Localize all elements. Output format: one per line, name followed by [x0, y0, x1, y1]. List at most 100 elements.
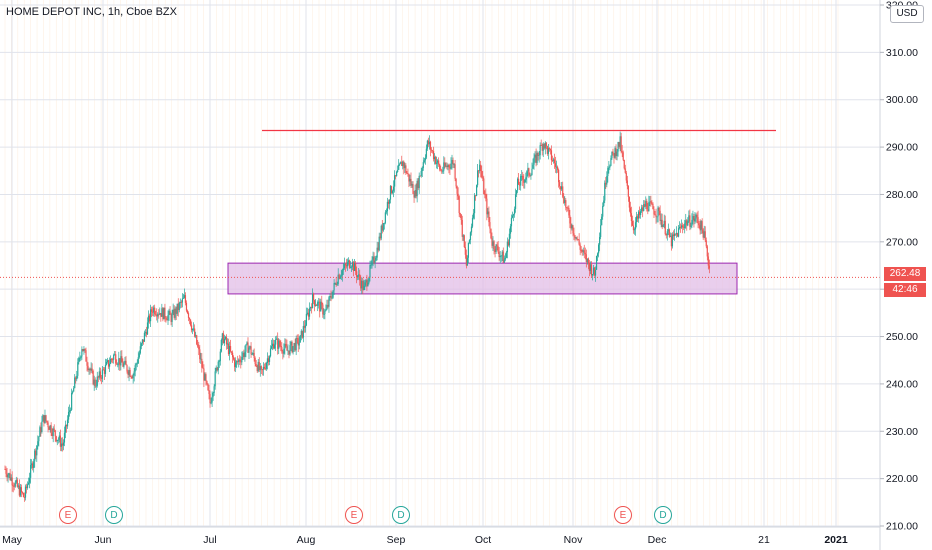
- candle-body: [315, 305, 317, 307]
- candle-body: [324, 310, 326, 315]
- candle-body: [332, 290, 334, 298]
- candle-body: [317, 302, 319, 306]
- candle-body: [497, 246, 499, 253]
- candle-body: [278, 340, 280, 349]
- candle-body: [37, 441, 39, 446]
- earnings-badge[interactable]: E: [614, 506, 632, 524]
- y-tick-label: 270.00: [886, 236, 918, 248]
- candle-body: [40, 427, 42, 433]
- candle-body: [371, 259, 373, 265]
- candle-body: [88, 369, 90, 371]
- candle-body: [54, 430, 56, 437]
- candle-body: [189, 319, 192, 326]
- candle-body: [370, 264, 372, 266]
- candle-body: [141, 339, 143, 344]
- candle-body: [474, 195, 477, 197]
- candle-body: [457, 193, 459, 197]
- candle-body: [424, 157, 426, 161]
- candle-body: [447, 165, 449, 167]
- dividend-badge[interactable]: D: [654, 506, 672, 524]
- candle-body: [14, 482, 16, 487]
- candle-body: [123, 363, 125, 367]
- candle-body: [336, 283, 338, 285]
- candle-body: [343, 264, 345, 269]
- candle-body: [634, 222, 637, 230]
- candle-body: [420, 170, 422, 176]
- candle-body: [348, 260, 351, 268]
- candle-body: [617, 142, 619, 152]
- candle-body: [529, 175, 531, 177]
- candle-body: [13, 485, 15, 487]
- candle-body: [116, 363, 118, 365]
- candle-body: [692, 216, 694, 220]
- candle-body: [39, 427, 41, 437]
- currency-button[interactable]: USD: [890, 5, 924, 23]
- candle-body: [180, 302, 182, 304]
- candle-body: [11, 477, 13, 486]
- earnings-badge[interactable]: E: [59, 506, 77, 524]
- candle-layer: [4, 131, 710, 502]
- candle-body: [330, 295, 332, 298]
- dividend-badge[interactable]: D: [105, 506, 123, 524]
- candle-body: [323, 314, 325, 315]
- y-tick-label: 230.00: [886, 426, 918, 438]
- candle-body: [146, 322, 149, 335]
- candle-body: [410, 178, 412, 186]
- candle-body: [24, 486, 27, 498]
- candle-body: [642, 207, 644, 211]
- candle-body: [352, 262, 355, 271]
- candle-body: [44, 415, 46, 423]
- candle-body: [372, 256, 374, 260]
- candle-body: [470, 226, 473, 233]
- candle-body: [618, 142, 620, 147]
- candle-body: [292, 346, 294, 353]
- candle-body: [374, 260, 376, 263]
- candle-body: [155, 314, 157, 316]
- candle-body: [99, 371, 101, 378]
- candle-body: [104, 364, 107, 374]
- candle-body: [307, 312, 310, 317]
- earnings-badge[interactable]: E: [345, 506, 363, 524]
- candle-body: [664, 220, 666, 235]
- candle-body: [689, 215, 691, 227]
- candle-body: [342, 268, 344, 271]
- candle-body: [279, 340, 281, 346]
- candle-body: [403, 161, 405, 169]
- candle-body: [190, 325, 193, 331]
- candle-body: [667, 229, 669, 232]
- dividend-badge[interactable]: D: [392, 506, 410, 524]
- candle-body: [502, 251, 504, 263]
- candle-body: [560, 186, 562, 190]
- last-price-tag: 262.48: [884, 267, 926, 281]
- candle-body: [379, 236, 381, 239]
- candle-body: [570, 223, 572, 229]
- candle-body: [187, 313, 190, 318]
- candle-body: [587, 258, 589, 264]
- candle-body: [456, 186, 458, 194]
- candle-body: [349, 266, 352, 268]
- candle-body: [85, 350, 87, 362]
- candle-body: [221, 333, 223, 340]
- candle-body: [228, 346, 231, 354]
- candle-body: [357, 275, 359, 278]
- candle-body: [616, 151, 618, 157]
- candle-body: [93, 379, 95, 385]
- candle-body: [649, 201, 651, 203]
- candle-body: [409, 178, 411, 182]
- candle-body: [246, 342, 248, 345]
- candle-body: [261, 369, 263, 371]
- candle-body: [17, 485, 19, 487]
- candle-body: [124, 360, 126, 364]
- candle-body: [578, 239, 580, 245]
- candle-body: [602, 206, 604, 217]
- candle-body: [641, 207, 643, 212]
- candle-body: [669, 235, 671, 237]
- candle-body: [453, 164, 455, 166]
- x-tick-label: Jul: [203, 534, 216, 546]
- candle-body: [276, 338, 278, 340]
- candle-body: [213, 386, 215, 394]
- candle-body: [282, 351, 284, 354]
- candle-body: [695, 214, 697, 219]
